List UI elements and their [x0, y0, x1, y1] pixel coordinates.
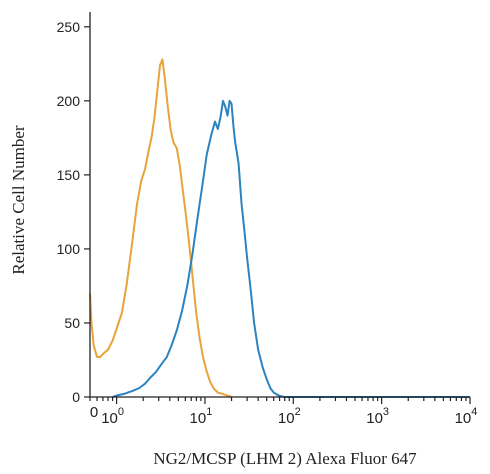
x-axis-title: NG2/MCSP (LHM 2) Alexa Fluor 647: [153, 449, 417, 468]
series-line-1: [89, 58, 232, 398]
y-tick-label: 200: [57, 93, 81, 109]
y-tick-label: 250: [57, 19, 81, 35]
x-tick-label: 103: [366, 406, 389, 427]
y-tick-label: 150: [57, 167, 81, 183]
series-layer: [89, 58, 470, 398]
series-line-2: [112, 99, 470, 398]
x-tick-label-zero: 0: [90, 404, 98, 421]
x-tick-label: 100: [101, 406, 124, 427]
x-ticks: 0 100 101 102 103 104: [89, 397, 478, 427]
y-ticks: 0 50 100 150 200 250: [57, 19, 90, 405]
y-tick-label: 50: [64, 315, 80, 331]
y-axis-title: Relative Cell Number: [9, 125, 28, 275]
x-tick-label: 101: [190, 406, 213, 427]
x-tick-label: 102: [278, 406, 301, 427]
y-tick-label: 100: [57, 241, 81, 257]
x-tick-label: 104: [455, 406, 478, 427]
y-tick-label: 0: [72, 389, 80, 405]
